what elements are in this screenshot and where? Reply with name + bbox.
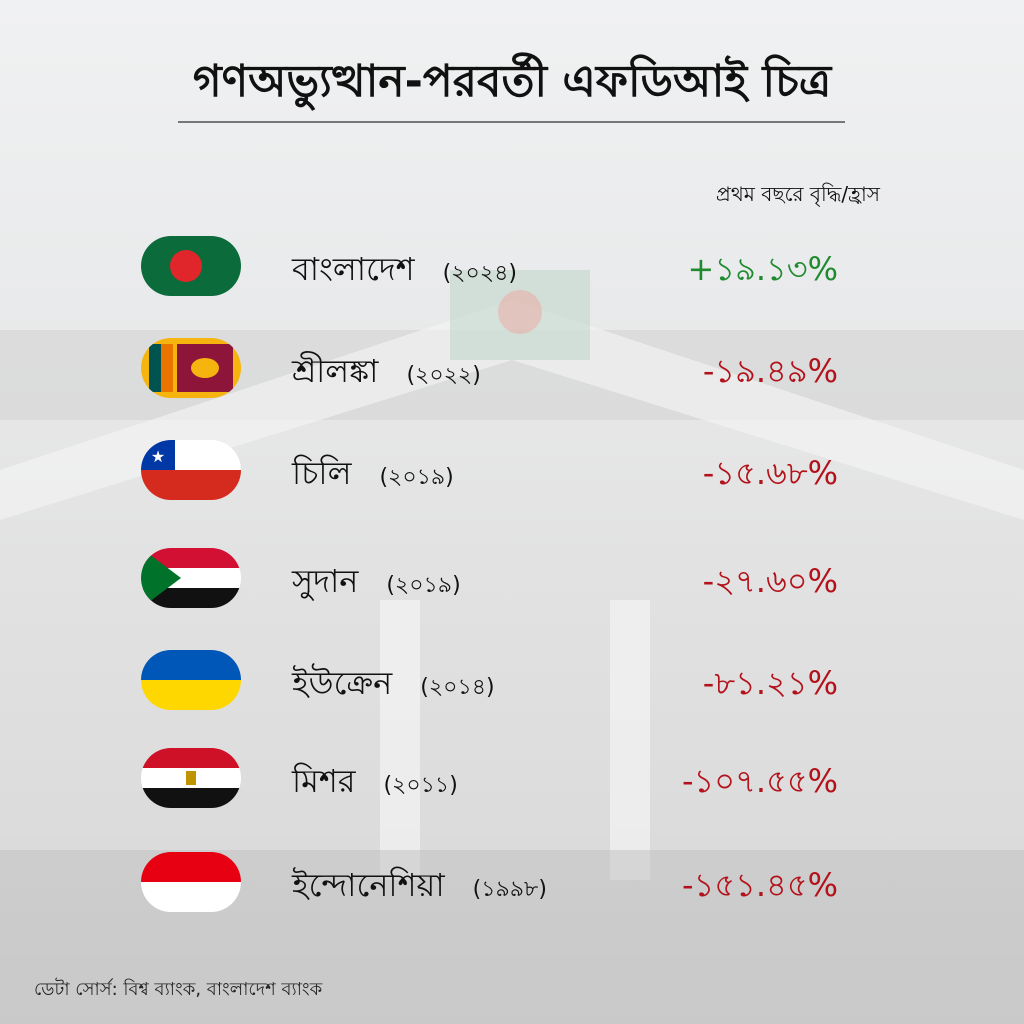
change-value: -১৯.৪৯% — [702, 352, 838, 390]
table-row: শ্রীলঙ্কা (২০২২) -১৯.৪৯% — [0, 336, 1024, 400]
country-label: চিলি — [292, 454, 352, 492]
country-name: সুদান (২০১৯) — [292, 556, 461, 610]
title-divider — [178, 121, 845, 123]
year-label: (২০২২) — [406, 363, 481, 388]
country-label: মিশর — [292, 762, 356, 800]
country-name: মিশর (২০১১) — [292, 756, 458, 810]
change-value: -২৭.৬০% — [702, 562, 838, 600]
page-title: গণঅভ্যুত্থান-পরবর্তী এফডিআই চিত্র — [192, 56, 832, 107]
country-label: ইউক্রেন — [292, 664, 393, 702]
country-label: ইন্দোনেশিয়া — [292, 866, 445, 904]
change-value: -১৫১.৪৫% — [682, 866, 838, 904]
table-row: ★ চিলি (২০১৯) -১৫.৬৮% — [0, 438, 1024, 502]
table-row: ইন্দোনেশিয়া (১৯৯৮) -১৫১.৪৫% — [0, 850, 1024, 914]
change-value: -১০৭.৫৫% — [681, 762, 838, 800]
sri-lanka-flag-icon — [141, 338, 241, 398]
indonesia-flag-icon — [141, 852, 241, 912]
country-name: চিলি (২০১৯) — [292, 448, 454, 502]
sudan-flag-icon — [141, 548, 241, 608]
chile-flag-icon: ★ — [141, 440, 241, 500]
change-value: -১৫.৬৮% — [702, 454, 838, 492]
svg-text:★: ★ — [151, 447, 165, 466]
column-header: প্রথম বছরে বৃদ্ধি/হ্রাস — [715, 182, 880, 206]
year-label: (২০১৯) — [386, 573, 461, 598]
year-label: (২০১৯) — [379, 465, 454, 490]
change-value: -৮১.২১% — [702, 664, 838, 702]
table-row: সুদান (২০১৯) -২৭.৬০% — [0, 546, 1024, 610]
country-label: সুদান — [292, 562, 359, 600]
country-name: ইন্দোনেশিয়া (১৯৯৮) — [292, 860, 547, 914]
country-name: ইউক্রেন (২০১৪) — [292, 658, 495, 712]
change-value: +১৯.১৩% — [687, 250, 839, 288]
bangladesh-flag-icon — [141, 236, 241, 296]
egypt-flag-icon — [141, 748, 241, 808]
country-label: শ্রীলঙ্কা — [292, 352, 379, 390]
table-row: বাংলাদেশ (২০২৪) +১৯.১৩% — [0, 234, 1024, 298]
country-name: বাংলাদেশ (২০২৪) — [292, 244, 517, 298]
year-label: (১৯৯৮) — [472, 877, 547, 902]
country-name: শ্রীলঙ্কা (২০২২) — [292, 346, 481, 400]
ukraine-flag-icon — [141, 650, 241, 710]
table-row: মিশর (২০১১) -১০৭.৫৫% — [0, 746, 1024, 810]
data-source: ডেটা সোর্স: বিশ্ব ব্যাংক, বাংলাদেশ ব্যাং… — [34, 979, 323, 1000]
year-label: (২০২৪) — [442, 261, 517, 286]
table-row: ইউক্রেন (২০১৪) -৮১.২১% — [0, 648, 1024, 712]
country-label: বাংলাদেশ — [292, 250, 415, 288]
year-label: (২০১৪) — [420, 675, 495, 700]
year-label: (২০১১) — [383, 773, 458, 798]
